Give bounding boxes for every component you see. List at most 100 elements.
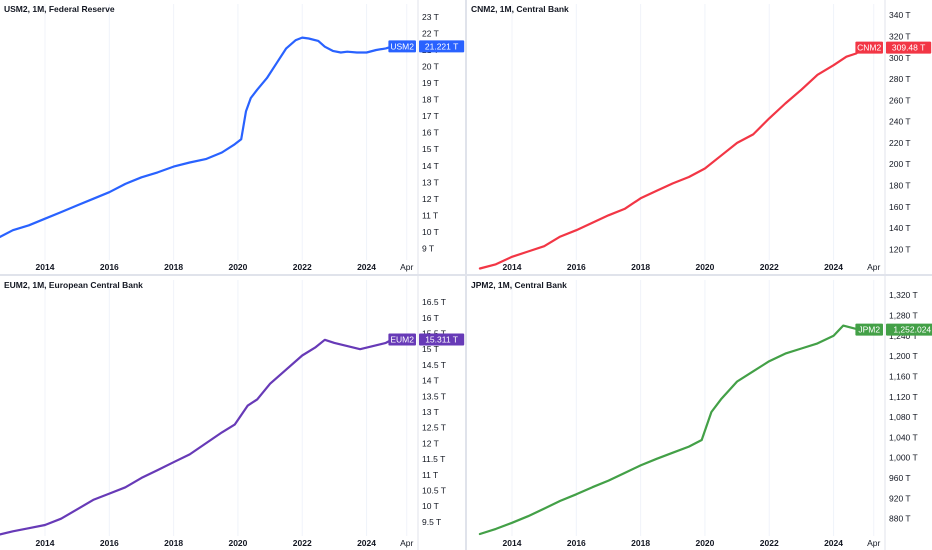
jpm2-y-tick-label: 880 T (889, 514, 911, 524)
cnm2-x-tick-label: 2022 (760, 262, 779, 272)
eum2-last-value-badge (419, 333, 465, 346)
eum2-x-tick-label: 2018 (164, 538, 183, 548)
eum2-y-tick-label: 13 T (422, 407, 439, 417)
usm2-y-tick-label: 15 T (422, 144, 439, 154)
cnm2-y-tick-label: 180 T (889, 180, 911, 190)
jpm2-x-tick-label: 2014 (503, 538, 522, 548)
usm2-last-value-label: 21.221 T (425, 41, 458, 51)
cnm2-symbol-label: CNM2 (857, 43, 881, 53)
cnm2-y-tick-label: 140 T (889, 223, 911, 233)
cnm2-x-tick-label: 2016 (567, 262, 586, 272)
usm2-y-tick-label: 17 T (422, 111, 439, 121)
jpm2-y-tick-label: 1,160 T (889, 371, 918, 381)
cnm2-y-tick-label: 260 T (889, 95, 911, 105)
jpm2-y-tick-label: 920 T (889, 493, 911, 503)
eum2-y-tick-label: 10 T (422, 501, 439, 511)
usm2-y-tick-label: 9 T (422, 243, 434, 253)
eum2-x-tick-label: 2024 (357, 538, 376, 548)
eum2-chart-title: EUM2, 1M, European Central Bank (4, 280, 143, 290)
jpm2-x-tick-label: 2022 (760, 538, 779, 548)
eum2-series-line (0, 338, 394, 536)
cnm2-y-tick-label: 200 T (889, 159, 911, 169)
usm2-y-tick-label: 22 T (422, 28, 439, 38)
usm2-x-tick-label: 2022 (293, 262, 312, 272)
usm2-chart-panel[interactable]: 9 T 10 T 11 T 12 T 13 T 14 T 15 T 16 T 17 T 18 T 1… (0, 0, 465, 274)
jpm2-last-value-badge (886, 323, 932, 336)
cnm2-chart-panel[interactable]: 120 T 140 T 160 T 180 T 200 T 220 T 240 T 260 T… (471, 0, 932, 274)
cnm2-y-tick-label: 160 T (889, 202, 911, 212)
usm2-y-tick-label: 23 T (422, 12, 439, 22)
usm2-series-line (0, 36, 394, 238)
cnm2-y-tick-label: 240 T (889, 117, 911, 127)
usm2-x-tick-label: 2018 (164, 262, 183, 272)
cnm2-y-tick-label: 340 T (889, 10, 911, 20)
cnm2-y-tick-label: 320 T (889, 31, 911, 41)
cnm2-y-tick-label: 220 T (889, 138, 911, 148)
usm2-x-tick-label: 2024 (357, 262, 376, 272)
cnm2-x-tick-label: 2018 (631, 262, 650, 272)
usm2-x-tick-label: 2016 (100, 262, 119, 272)
jpm2-series-line (478, 324, 861, 536)
eum2-chart-panel[interactable]: 9.5 T 10 T 10.5 T 11 T 11.5 T 12 T 12.5 T 13 T 1… (0, 276, 465, 550)
jpm2-symbol-label: JPM2 (858, 325, 880, 335)
usm2-x-tick-label: 2020 (228, 262, 247, 272)
eum2-y-tick-label: 14.5 T (422, 360, 446, 370)
usm2-symbol-badge (388, 40, 416, 53)
eum2-y-tick-label: 9.5 T (422, 517, 441, 527)
eum2-x-tick-label: 2022 (293, 538, 312, 548)
eum2-x-tick-label: Apr (400, 538, 413, 548)
jpm2-x-tick-label: 2020 (695, 538, 714, 548)
eum2-symbol-badge (388, 333, 416, 346)
eum2-y-tick-label: 12 T (422, 438, 439, 448)
usm2-y-tick-label: 18 T (422, 95, 439, 105)
eum2-last-value-label: 15.311 T (425, 334, 458, 344)
jpm2-y-tick-label: 1,000 T (889, 453, 918, 463)
panel-divider-horizontal (0, 274, 932, 276)
jpm2-y-tick-label: 960 T (889, 473, 911, 483)
eum2-y-tick-label: 16.5 T (422, 297, 446, 307)
jpm2-x-tick-label: 2024 (824, 538, 843, 548)
eum2-y-tick-label: 12.5 T (422, 423, 446, 433)
eum2-x-tick-label: 2016 (100, 538, 119, 548)
usm2-y-tick-label: 20 T (422, 62, 439, 72)
usm2-symbol-label: USM2 (390, 41, 414, 51)
jpm2-chart-panel[interactable]: 880 T 920 T 960 T 1,000 T 1,040 T 1,080 T 1,12… (471, 276, 932, 550)
usm2-y-tick-label: 19 T (422, 78, 439, 88)
usm2-y-tick-label: 13 T (422, 177, 439, 187)
eum2-y-tick-label: 13.5 T (422, 391, 446, 401)
jpm2-y-tick-label: 1,080 T (889, 412, 918, 422)
eum2-y-tick-label: 11 T (422, 470, 438, 480)
usm2-last-value-badge (419, 40, 465, 53)
cnm2-symbol-badge (855, 41, 883, 54)
eum2-y-tick-label: 14 T (422, 376, 439, 386)
eum2-y-tick-label: 10.5 T (422, 485, 446, 495)
eum2-symbol-label: EUM2 (390, 334, 414, 344)
usm2-y-tick-label: 16 T (422, 128, 439, 138)
eum2-y-tick-label: 11.5 T (422, 454, 445, 464)
eum2-y-tick-label: 16 T (422, 313, 439, 323)
cnm2-y-tick-label: 280 T (889, 74, 911, 84)
cnm2-x-tick-label: 2020 (695, 262, 714, 272)
cnm2-last-value-badge (886, 41, 932, 54)
jpm2-y-tick-label: 1,280 T (889, 310, 918, 320)
usm2-y-tick-label: 12 T (422, 194, 439, 204)
jpm2-y-tick-label: 1,320 T (889, 290, 918, 300)
usm2-y-tick-label: 11 T (422, 210, 438, 220)
jpm2-x-tick-label: 2018 (631, 538, 650, 548)
eum2-x-tick-label: 2020 (228, 538, 247, 548)
cnm2-x-tick-label: Apr (867, 262, 880, 272)
cnm2-y-tick-label: 300 T (889, 53, 911, 63)
jpm2-y-tick-label: 1,240 T (889, 331, 918, 341)
jpm2-x-tick-label: Apr (867, 538, 880, 548)
jpm2-symbol-badge (855, 323, 883, 336)
usm2-x-tick-label: 2014 (36, 262, 55, 272)
usm2-chart-title: USM2, 1M, Federal Reserve (4, 4, 115, 14)
cnm2-y-tick-label: 120 T (889, 244, 911, 254)
cnm2-x-tick-label: 2024 (824, 262, 843, 272)
cnm2-last-value-label: 309.48 T (892, 43, 925, 53)
eum2-y-tick-label: 15 T (422, 344, 439, 354)
jpm2-last-value-label: 1,252.024 T (893, 325, 932, 335)
jpm2-x-tick-label: 2016 (567, 538, 586, 548)
usm2-y-tick-label: 10 T (422, 227, 439, 237)
